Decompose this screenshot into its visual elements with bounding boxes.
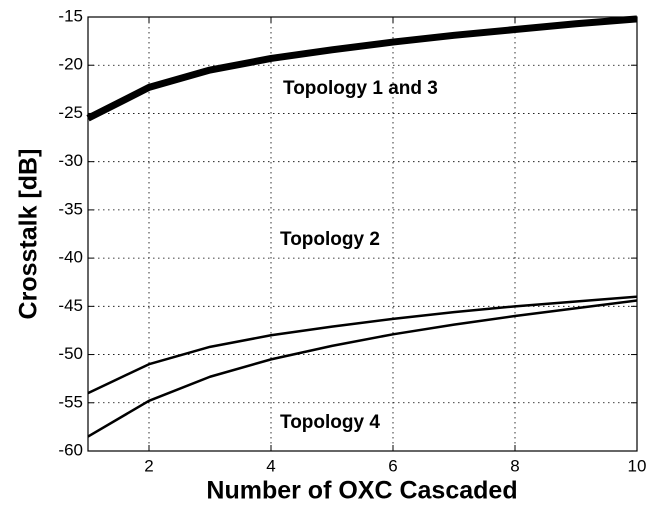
y-tick-label: -40 (58, 248, 83, 267)
plot-frame (87, 16, 638, 452)
y-tick-label: -45 (58, 296, 83, 315)
series-line (86, 15, 638, 122)
y-tick-label: -25 (58, 103, 83, 122)
y-tick-label: -55 (58, 392, 83, 411)
series-label: Topology 2 (280, 229, 380, 250)
y-tick-label: -35 (58, 199, 83, 218)
x-tick-label: 10 (628, 456, 647, 475)
series-label: Topology 4 (280, 412, 380, 433)
x-tick-label: 4 (266, 456, 275, 475)
series-line (87, 299, 638, 438)
x-axis-title: Number of OXC Cascaded (206, 477, 517, 505)
y-tick-label: -50 (58, 344, 83, 363)
x-tick-label: 2 (144, 456, 153, 475)
x-tick-label: 8 (510, 456, 519, 475)
y-tick-label: -60 (58, 440, 83, 459)
series-label: Topology 1 and 3 (283, 78, 438, 99)
series-line (87, 295, 638, 395)
y-tick-label: -30 (58, 151, 83, 170)
y-tick-label: -15 (58, 6, 83, 25)
y-axis-title: Crosstalk [dB] (15, 149, 43, 320)
y-tick-label: -20 (58, 55, 83, 74)
plot-area (88, 17, 637, 451)
x-tick-label: 6 (388, 456, 397, 475)
